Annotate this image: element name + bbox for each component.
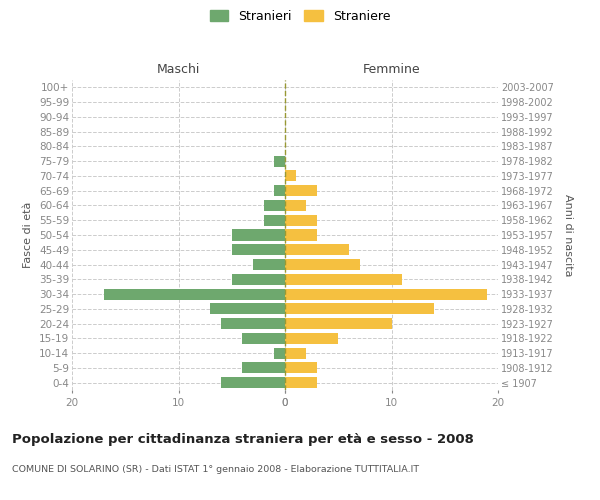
Bar: [211, 304, 285, 314]
Bar: [285, 214, 317, 226]
Bar: [232, 230, 285, 240]
Bar: [264, 200, 285, 211]
Bar: [274, 156, 285, 166]
Bar: [274, 185, 285, 196]
Bar: [285, 170, 296, 181]
Bar: [221, 377, 285, 388]
Bar: [242, 362, 285, 374]
Bar: [285, 185, 317, 196]
Bar: [285, 333, 338, 344]
Bar: [285, 348, 307, 358]
Bar: [285, 318, 392, 329]
Bar: [232, 244, 285, 256]
Bar: [232, 274, 285, 285]
Y-axis label: Anni di nascita: Anni di nascita: [563, 194, 573, 276]
Bar: [285, 362, 317, 374]
Bar: [285, 200, 307, 211]
Bar: [285, 259, 359, 270]
Text: COMUNE DI SOLARINO (SR) - Dati ISTAT 1° gennaio 2008 - Elaborazione TUTTITALIA.I: COMUNE DI SOLARINO (SR) - Dati ISTAT 1° …: [12, 466, 419, 474]
Bar: [285, 377, 317, 388]
Bar: [104, 288, 285, 300]
Bar: [221, 318, 285, 329]
Bar: [285, 288, 487, 300]
Bar: [285, 304, 434, 314]
Legend: Stranieri, Straniere: Stranieri, Straniere: [206, 6, 394, 26]
Bar: [285, 230, 317, 240]
Bar: [274, 348, 285, 358]
Bar: [285, 244, 349, 256]
Bar: [242, 333, 285, 344]
Y-axis label: Fasce di età: Fasce di età: [23, 202, 34, 268]
Title: Femmine: Femmine: [362, 63, 421, 76]
Text: Popolazione per cittadinanza straniera per età e sesso - 2008: Popolazione per cittadinanza straniera p…: [12, 432, 474, 446]
Bar: [285, 274, 402, 285]
Bar: [253, 259, 285, 270]
Bar: [264, 214, 285, 226]
Title: Maschi: Maschi: [157, 63, 200, 76]
